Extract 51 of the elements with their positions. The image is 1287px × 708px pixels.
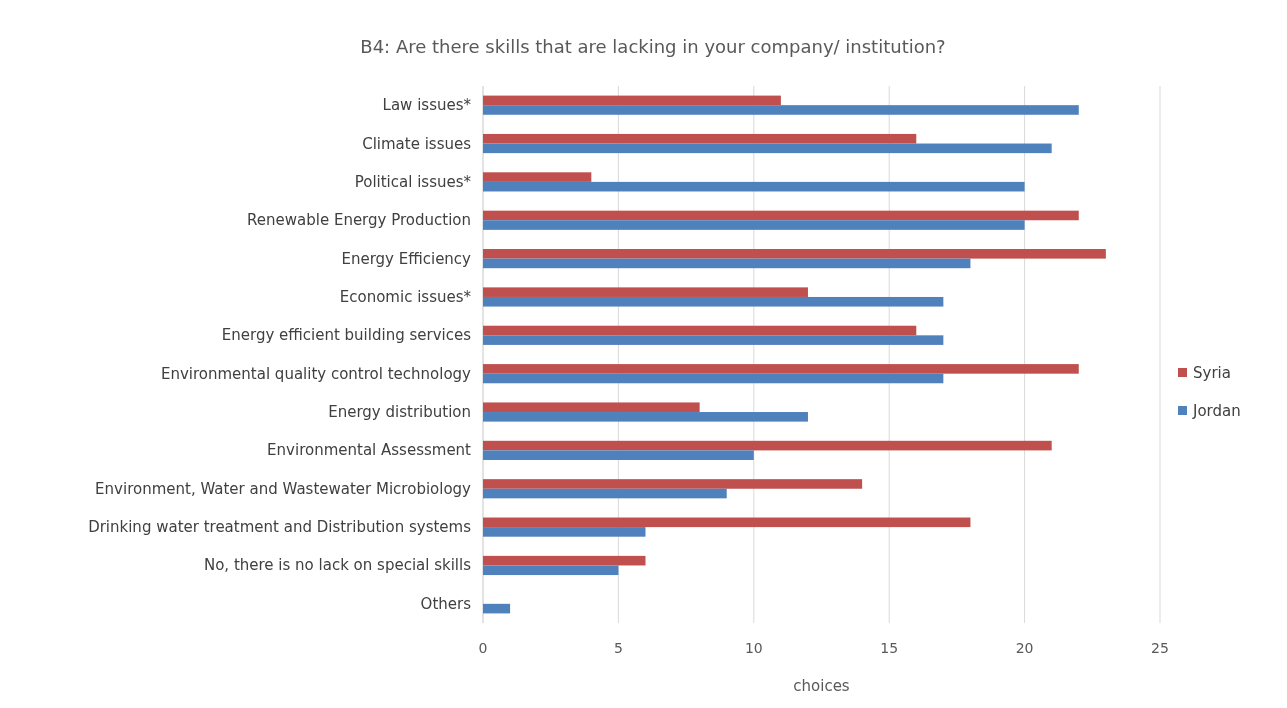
bar — [483, 565, 619, 576]
y-tick-label: Law issues* — [382, 96, 472, 115]
x-tick-label: 25 — [1151, 640, 1169, 656]
bar — [483, 517, 971, 528]
bar — [483, 287, 808, 297]
bar — [483, 450, 754, 460]
y-tick-label: Political issues* — [354, 172, 472, 191]
y-tick-label: Environment, Water and Wastewater Microbiology — [95, 479, 472, 498]
y-tick-label: Others — [420, 594, 472, 613]
bar — [483, 181, 1025, 192]
y-tick-label: No, there is no lack on special skills — [203, 556, 472, 575]
y-tick-label: Energy Efficiency — [341, 249, 472, 268]
bar — [483, 143, 1052, 154]
y-tick-label: Climate issues — [362, 134, 472, 153]
bar — [483, 325, 917, 336]
bar — [483, 95, 781, 106]
bar — [483, 258, 971, 269]
x-tick-label: 15 — [880, 640, 899, 656]
bar — [483, 220, 1025, 230]
bar — [483, 364, 1079, 374]
bar — [483, 133, 917, 144]
bar — [483, 249, 1106, 259]
bar — [483, 555, 646, 566]
x-axis-title: choices — [793, 677, 850, 695]
bar — [483, 296, 944, 307]
chart-title: B4: Are there skills that are lacking in your company/ institution? — [360, 36, 946, 57]
y-tick-label: Energy efficient building services — [221, 326, 472, 345]
x-tick-label: 0 — [478, 640, 488, 656]
y-tick-label: Renewable Energy Production — [247, 211, 471, 230]
x-tick-label: 5 — [613, 640, 623, 656]
bar — [483, 527, 646, 537]
legend-label: Jordan — [1192, 402, 1241, 420]
bar — [483, 373, 944, 384]
x-tick-label: 10 — [744, 640, 763, 656]
bar — [483, 335, 944, 345]
legend-label: Syria — [1193, 364, 1231, 382]
bar — [483, 440, 1052, 451]
y-tick-label: Environmental Assessment — [267, 441, 472, 460]
bar — [483, 402, 700, 413]
bar — [483, 479, 863, 489]
bar — [483, 603, 511, 614]
bar — [483, 210, 1079, 221]
y-tick-label: Drinking water treatment and Distribution systems — [88, 518, 472, 537]
bar — [483, 412, 808, 422]
x-tick-label: 20 — [1015, 640, 1034, 656]
y-tick-label: Environmental quality control technology — [160, 364, 472, 383]
bar — [483, 488, 727, 499]
y-tick-label: Energy distribution — [328, 403, 471, 422]
y-tick-label: Economic issues* — [339, 287, 472, 306]
bar — [483, 105, 1079, 115]
bar — [483, 172, 592, 182]
